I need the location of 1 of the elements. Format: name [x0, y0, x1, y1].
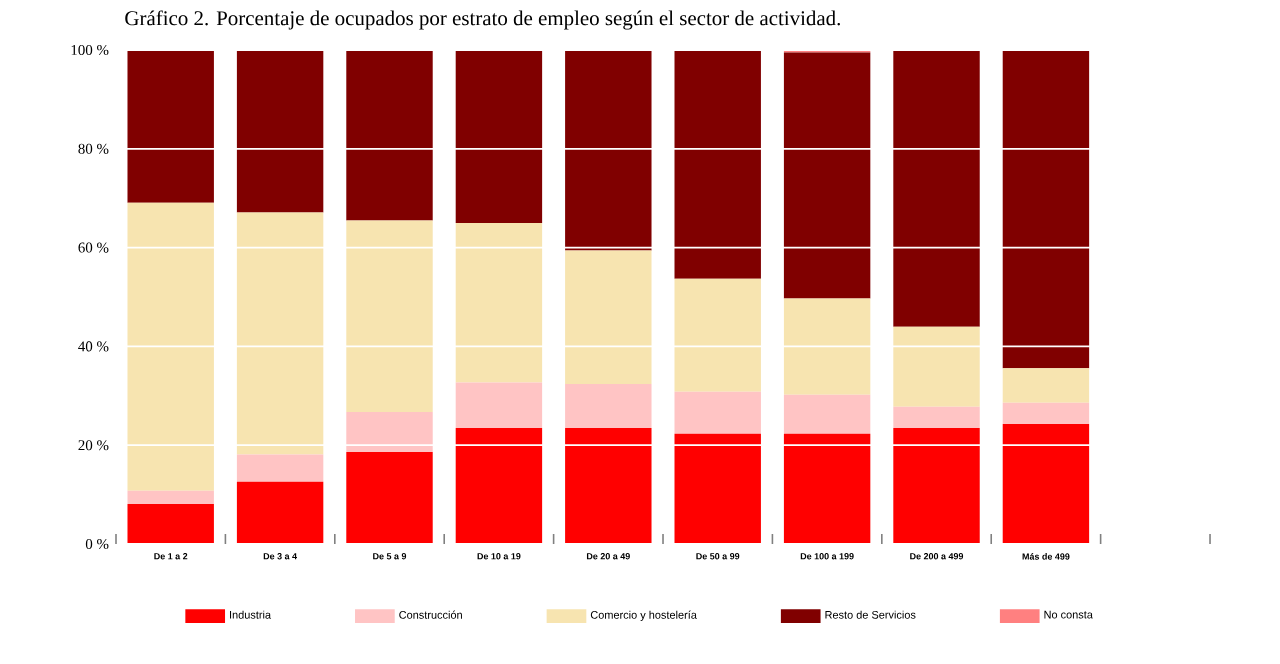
chart-title: Gráfico 2. Porcentaje de ocupados por estrato de empleo según el sector de actividad. [125, 10, 840, 30]
